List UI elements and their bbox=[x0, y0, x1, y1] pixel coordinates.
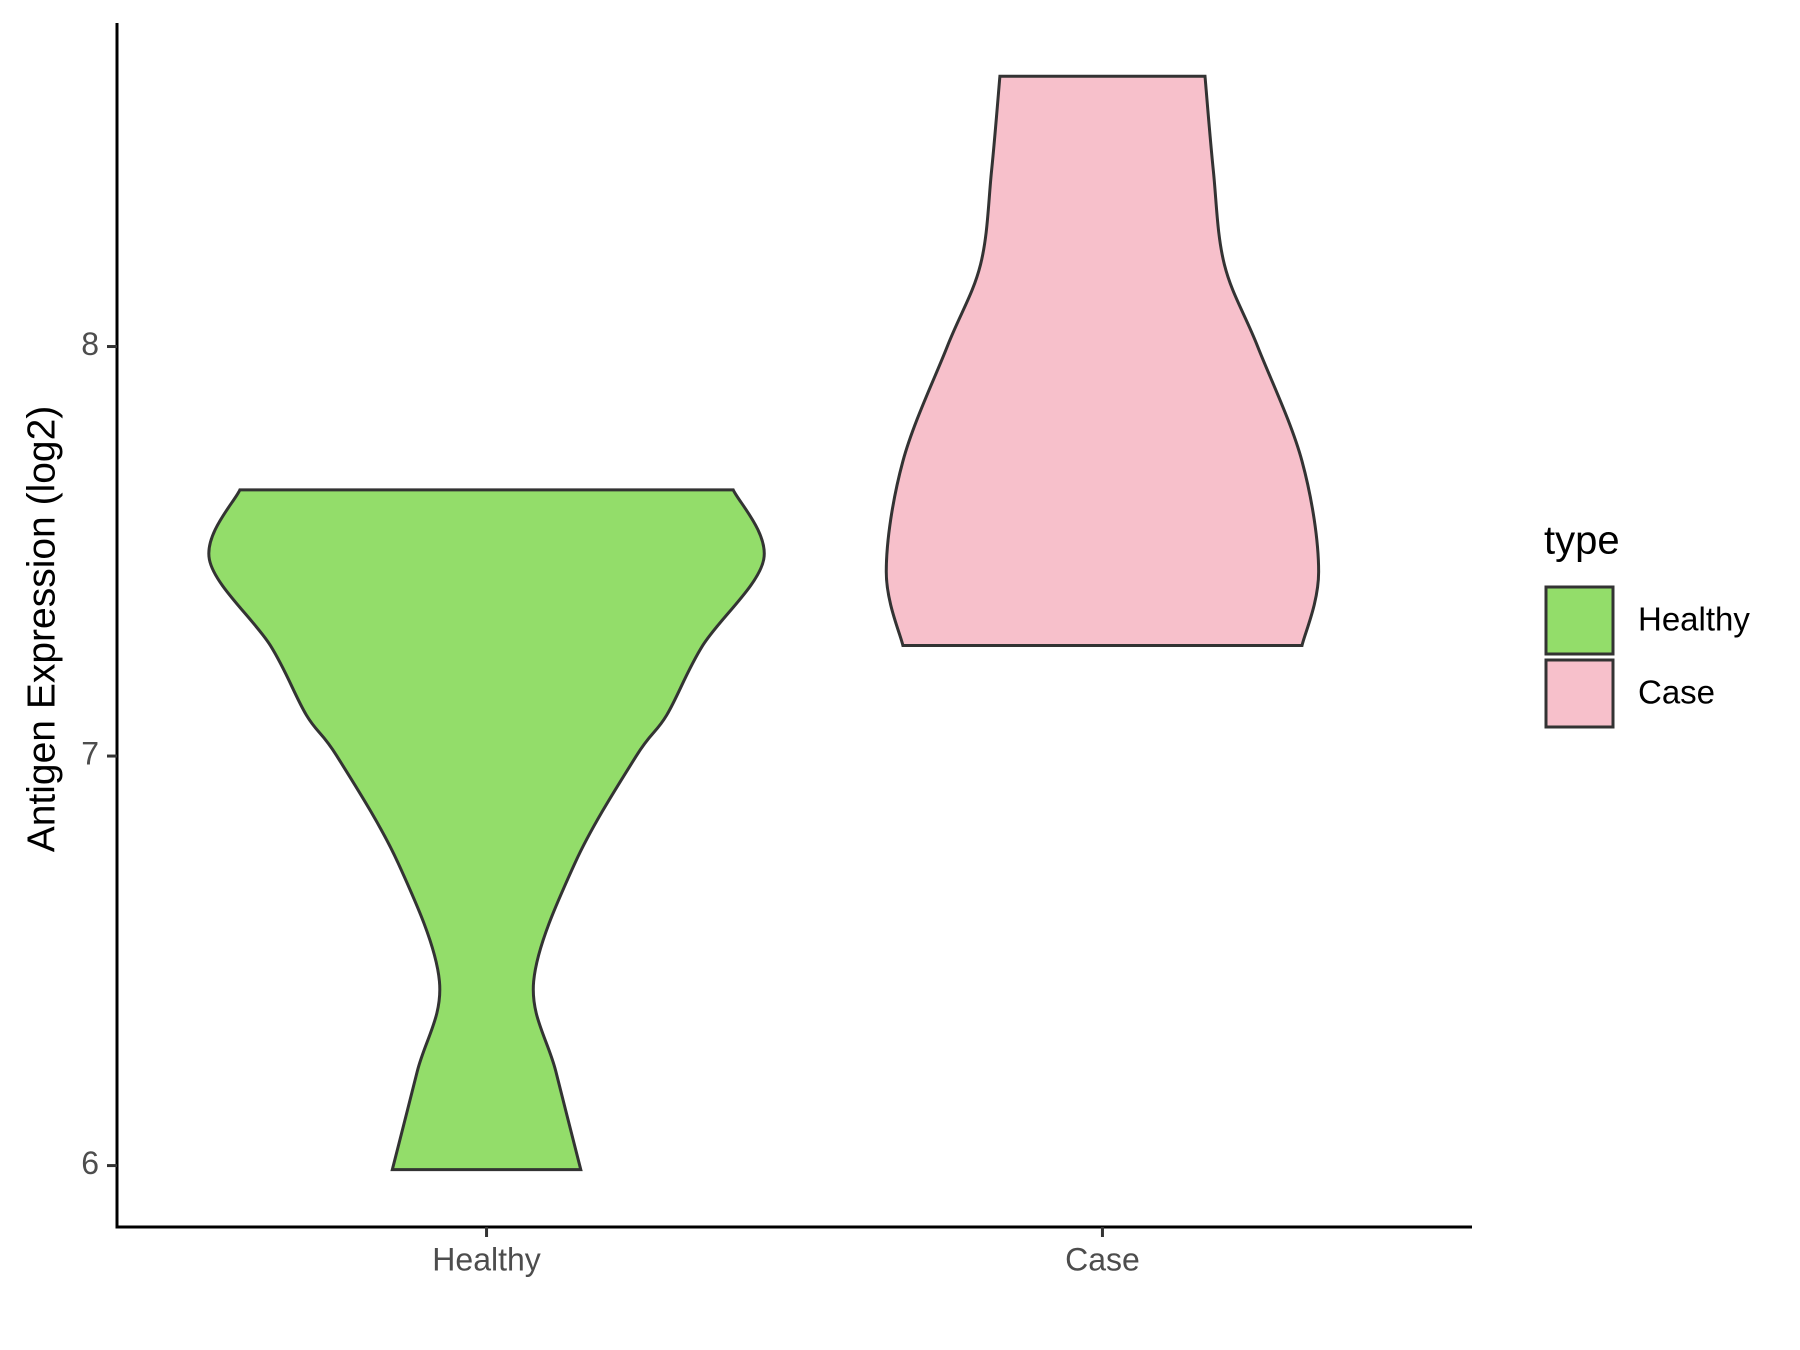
y-tick-label: 7 bbox=[81, 736, 99, 772]
x-tick-label: Healthy bbox=[432, 1241, 541, 1277]
legend-key bbox=[1544, 658, 1615, 729]
violin bbox=[884, 74, 1321, 647]
x-tick-label: Case bbox=[1065, 1241, 1140, 1277]
y-tick-label: 6 bbox=[81, 1145, 99, 1181]
legend-key bbox=[1544, 585, 1615, 656]
y-axis-title: Antigen Expression (log2) bbox=[20, 406, 63, 853]
violin bbox=[207, 488, 766, 1172]
legend-label: Healthy bbox=[1638, 601, 1750, 638]
legend-title: type bbox=[1544, 519, 1620, 563]
y-tick-label: 8 bbox=[81, 326, 99, 362]
legend-label: Case bbox=[1638, 674, 1715, 711]
